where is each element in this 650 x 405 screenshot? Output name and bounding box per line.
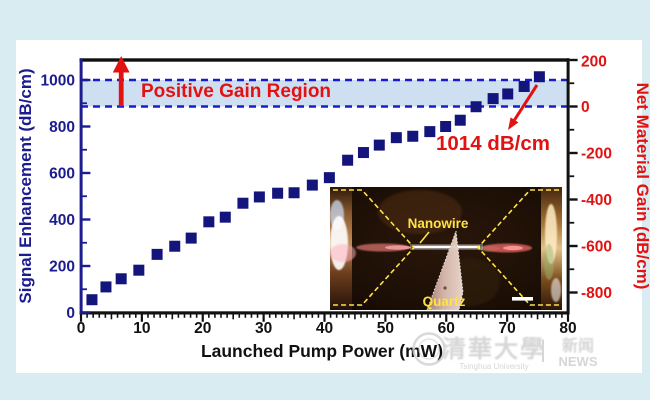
watermark-news-latin: NEWS <box>559 354 598 369</box>
data-point <box>518 81 530 93</box>
y-left-tick-label: 400 <box>49 212 75 229</box>
y-right-tick-label: -400 <box>581 192 612 209</box>
data-point <box>440 120 452 132</box>
data-point <box>151 248 163 260</box>
inset-micrograph: Nanowire Quartz <box>330 187 562 311</box>
y-left-tick-label: 800 <box>49 119 75 136</box>
y-right-tick-label: -800 <box>581 285 612 302</box>
watermark-divider: | <box>540 336 546 363</box>
data-point <box>100 281 112 293</box>
data-point <box>306 179 318 191</box>
data-point <box>169 240 181 252</box>
inset-haze <box>378 190 462 234</box>
quartz-speck <box>443 286 447 290</box>
data-point <box>237 197 249 209</box>
data-point <box>288 187 300 199</box>
x-tick-label: 50 <box>377 320 394 337</box>
left-emission-core <box>385 245 411 250</box>
data-point <box>342 154 354 166</box>
left-fiber-white-streak <box>330 216 348 270</box>
watermark-news-cjk: 新闻 <box>562 336 594 355</box>
watermark-cjk-name: 清華大學 <box>442 336 546 363</box>
data-point <box>502 88 514 100</box>
data-point <box>185 232 197 244</box>
scale-bar <box>512 297 533 301</box>
data-point <box>424 126 436 138</box>
data-points <box>86 71 545 306</box>
y-axis-right-title: Net Material Gain (dB/cm) <box>633 83 650 290</box>
data-point <box>323 172 335 184</box>
x-tick-label: 30 <box>255 320 272 337</box>
quartz-tip <box>426 230 464 311</box>
gain-value-label: 1014 dB/cm <box>436 132 550 155</box>
up-arrow-icon <box>112 56 130 105</box>
x-tick-label: 40 <box>316 320 333 337</box>
positive-gain-region-label: Positive Gain Region <box>141 81 331 102</box>
watermark-latin-name: Tsinghua University <box>459 362 528 371</box>
x-tick-label: 10 <box>133 320 150 337</box>
data-point <box>487 93 499 105</box>
watermark: 清華大學 Tsinghua University | 新闻 NEWS <box>412 332 598 371</box>
y-right-tick-label: -200 <box>581 146 612 163</box>
y-right-tick-label: 0 <box>581 99 590 116</box>
data-point <box>203 216 215 228</box>
right-taper-outline <box>476 189 559 306</box>
right-fiber-white-streak <box>551 278 561 302</box>
data-point <box>272 187 284 199</box>
top-spine <box>79 58 570 62</box>
x-axis-title: Launched Pump Power (mW) <box>201 341 443 361</box>
nanowire-label: Nanowire <box>408 216 469 231</box>
data-point <box>390 132 402 144</box>
right-spine <box>566 58 570 315</box>
up-arrow-head <box>112 56 130 73</box>
data-point <box>454 114 466 126</box>
data-point <box>533 71 545 83</box>
data-point <box>407 130 419 142</box>
watermark-logo-icon <box>412 332 446 366</box>
left-taper-outline <box>333 189 416 306</box>
annotation-arrow-shaft <box>513 84 539 121</box>
nanowire-pointer-line <box>419 231 430 244</box>
y-left-tick-label: 600 <box>49 165 75 182</box>
y-axis-left-ticks: 0 200 400 600 800 1000 <box>41 72 91 322</box>
bottom-spine <box>79 311 570 315</box>
y-left-tick-label: 0 <box>66 305 75 322</box>
right-fiber-green-streak <box>544 244 554 280</box>
data-point <box>357 147 369 159</box>
nanowire <box>413 245 480 249</box>
right-emission-core <box>503 245 523 251</box>
data-point <box>470 101 482 113</box>
y-axis-left-title: Signal Enhancement (dB/cm) <box>16 68 35 303</box>
x-tick-label: 20 <box>194 320 211 337</box>
annotation-arrow-head <box>508 117 519 130</box>
data-point <box>219 211 231 223</box>
data-point <box>133 264 145 276</box>
data-point <box>115 273 127 285</box>
x-tick-label: 60 <box>438 320 455 337</box>
quartz-label: Quartz <box>423 294 466 309</box>
watermark-logo-inner <box>418 338 440 360</box>
up-arrow-shaft <box>118 71 124 105</box>
band-fill <box>81 79 568 107</box>
x-axis-ticks: 0 10 20 30 40 50 60 70 80 <box>77 314 577 337</box>
data-point <box>373 139 385 151</box>
y-axis-right-ticks: 200 0 -200 -400 -600 -800 <box>569 54 612 302</box>
y-right-tick-label: -600 <box>581 239 612 256</box>
y-right-tick-label: 200 <box>581 54 607 71</box>
annotation-arrow-icon <box>508 84 539 130</box>
data-point <box>86 294 98 306</box>
positive-gain-band <box>81 78 568 108</box>
left-fiber-pink-glow <box>330 244 356 262</box>
y-left-tick-label: 200 <box>49 258 75 275</box>
x-tick-label: 80 <box>559 320 576 337</box>
left-spine <box>79 58 83 315</box>
y-left-tick-label: 1000 <box>41 72 75 89</box>
x-tick-label: 70 <box>499 320 516 337</box>
x-tick-label: 0 <box>77 320 86 337</box>
data-point <box>253 191 265 203</box>
